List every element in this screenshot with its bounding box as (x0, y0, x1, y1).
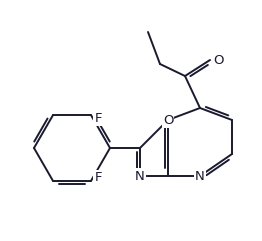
Text: F: F (94, 112, 102, 125)
Text: F: F (94, 171, 102, 184)
Text: O: O (163, 114, 173, 127)
Text: N: N (195, 169, 205, 182)
Text: O: O (213, 54, 223, 67)
Text: N: N (135, 169, 145, 182)
